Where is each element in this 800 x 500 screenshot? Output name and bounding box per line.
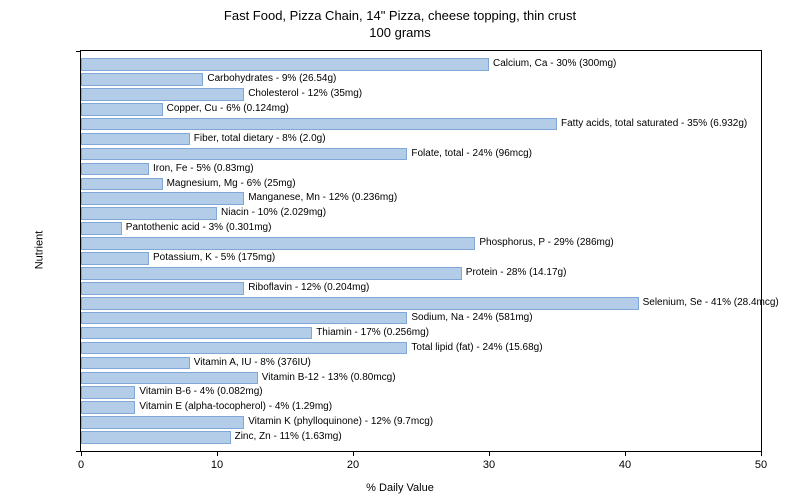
bar (81, 73, 203, 86)
bar (81, 118, 557, 131)
bar (81, 133, 190, 146)
y-tick (76, 451, 81, 452)
bar-row: Selenium, Se - 41% (28.4mcg) (81, 297, 761, 310)
bar (81, 401, 135, 414)
bar (81, 431, 231, 444)
bar-row: Manganese, Mn - 12% (0.236mg) (81, 192, 761, 205)
bar-row: Vitamin B-6 - 4% (0.082mg) (81, 386, 761, 399)
y-tick (76, 51, 81, 52)
bar-label: Cholesterol - 12% (35mg) (244, 88, 362, 101)
plot-area: Calcium, Ca - 30% (300mg) Carbohydrates -… (80, 50, 762, 452)
bar (81, 372, 258, 385)
nutrient-chart: Fast Food, Pizza Chain, 14" Pizza, chees… (0, 0, 800, 500)
bar-label: Carbohydrates - 9% (26.54g) (203, 73, 336, 86)
x-tick (489, 451, 490, 456)
bar (81, 342, 407, 355)
bar (81, 357, 190, 370)
x-axis-label: % Daily Value (366, 482, 434, 494)
bar-label: Phosphorus, P - 29% (286mg) (475, 237, 613, 250)
bar-row: Total lipid (fat) - 24% (15.68g) (81, 342, 761, 355)
bar (81, 178, 163, 191)
bar (81, 386, 135, 399)
bar (81, 267, 462, 280)
bar-label: Sodium, Na - 24% (581mg) (407, 312, 532, 325)
bar-row: Copper, Cu - 6% (0.124mg) (81, 103, 761, 116)
bar-row: Sodium, Na - 24% (581mg) (81, 312, 761, 325)
bar-row: Thiamin - 17% (0.256mg) (81, 327, 761, 340)
bar-label: Pantothenic acid - 3% (0.301mg) (122, 222, 272, 235)
x-tick (81, 451, 82, 456)
bar-label: Copper, Cu - 6% (0.124mg) (163, 103, 289, 116)
bar-label: Magnesium, Mg - 6% (25mg) (163, 178, 296, 191)
chart-title: Fast Food, Pizza Chain, 14" Pizza, chees… (0, 0, 800, 42)
bar-row: Zinc, Zn - 11% (1.63mg) (81, 431, 761, 444)
bar (81, 192, 244, 205)
bar (81, 282, 244, 295)
bar-row: Fatty acids, total saturated - 35% (6.93… (81, 118, 761, 131)
bar-row: Protein - 28% (14.17g) (81, 267, 761, 280)
bar-label: Niacin - 10% (2.029mg) (217, 207, 326, 220)
bar-row: Vitamin E (alpha-tocopherol) - 4% (1.29m… (81, 401, 761, 414)
x-tick-label: 50 (755, 459, 767, 471)
title-line-1: Fast Food, Pizza Chain, 14" Pizza, chees… (224, 8, 576, 23)
bar (81, 222, 122, 235)
bar (81, 58, 489, 71)
bar (81, 297, 639, 310)
bar-label: Fiber, total dietary - 8% (2.0g) (190, 133, 326, 146)
bar (81, 88, 244, 101)
x-tick-label: 20 (347, 459, 359, 471)
bar (81, 207, 217, 220)
bar-label: Vitamin K (phylloquinone) - 12% (9.7mcg) (244, 416, 433, 429)
bar-row: Vitamin K (phylloquinone) - 12% (9.7mcg) (81, 416, 761, 429)
bar-row: Phosphorus, P - 29% (286mg) (81, 237, 761, 250)
bar-row: Cholesterol - 12% (35mg) (81, 88, 761, 101)
x-tick-label: 40 (619, 459, 631, 471)
x-tick (625, 451, 626, 456)
bar-row: Magnesium, Mg - 6% (25mg) (81, 178, 761, 191)
bar (81, 237, 475, 250)
bar-label: Riboflavin - 12% (0.204mg) (244, 282, 369, 295)
bar-row: Folate, total - 24% (96mcg) (81, 148, 761, 161)
bar-label: Folate, total - 24% (96mcg) (407, 148, 532, 161)
bar-row: Iron, Fe - 5% (0.83mg) (81, 163, 761, 176)
bar-label: Total lipid (fat) - 24% (15.68g) (407, 342, 542, 355)
bar-label: Thiamin - 17% (0.256mg) (312, 327, 429, 340)
bar-row: Carbohydrates - 9% (26.54g) (81, 73, 761, 86)
bar-row: Potassium, K - 5% (175mg) (81, 252, 761, 265)
x-tick (761, 451, 762, 456)
x-tick (217, 451, 218, 456)
bar-label: Protein - 28% (14.17g) (462, 267, 567, 280)
bar-label: Potassium, K - 5% (175mg) (149, 252, 275, 265)
bar-label: Vitamin B-12 - 13% (0.80mcg) (258, 372, 396, 385)
bar-label: Zinc, Zn - 11% (1.63mg) (231, 431, 342, 444)
bar-label: Selenium, Se - 41% (28.4mcg) (639, 297, 779, 310)
bar (81, 327, 312, 340)
bar-row: Riboflavin - 12% (0.204mg) (81, 282, 761, 295)
bar-row: Vitamin B-12 - 13% (0.80mcg) (81, 372, 761, 385)
bar-row: Vitamin A, IU - 8% (376IU) (81, 357, 761, 370)
bar (81, 103, 163, 116)
bar (81, 252, 149, 265)
bar (81, 312, 407, 325)
x-tick-label: 10 (211, 459, 223, 471)
x-tick (353, 451, 354, 456)
bar (81, 416, 244, 429)
bar-label: Vitamin E (alpha-tocopherol) - 4% (1.29m… (135, 401, 332, 414)
bar-label: Manganese, Mn - 12% (0.236mg) (244, 192, 397, 205)
x-tick-label: 30 (483, 459, 495, 471)
bar (81, 163, 149, 176)
x-tick-label: 0 (78, 459, 84, 471)
bar-row: Niacin - 10% (2.029mg) (81, 207, 761, 220)
bar-row: Calcium, Ca - 30% (300mg) (81, 58, 761, 71)
bar-label: Iron, Fe - 5% (0.83mg) (149, 163, 254, 176)
bar-label: Fatty acids, total saturated - 35% (6.93… (557, 118, 747, 131)
bar (81, 148, 407, 161)
bar-label: Vitamin A, IU - 8% (376IU) (190, 357, 311, 370)
bar-row: Pantothenic acid - 3% (0.301mg) (81, 222, 761, 235)
bar-label: Vitamin B-6 - 4% (0.082mg) (135, 386, 262, 399)
title-line-2: 100 grams (369, 25, 430, 40)
bar-label: Calcium, Ca - 30% (300mg) (489, 58, 616, 71)
y-axis-label: Nutrient (33, 231, 45, 270)
bar-row: Fiber, total dietary - 8% (2.0g) (81, 133, 761, 146)
